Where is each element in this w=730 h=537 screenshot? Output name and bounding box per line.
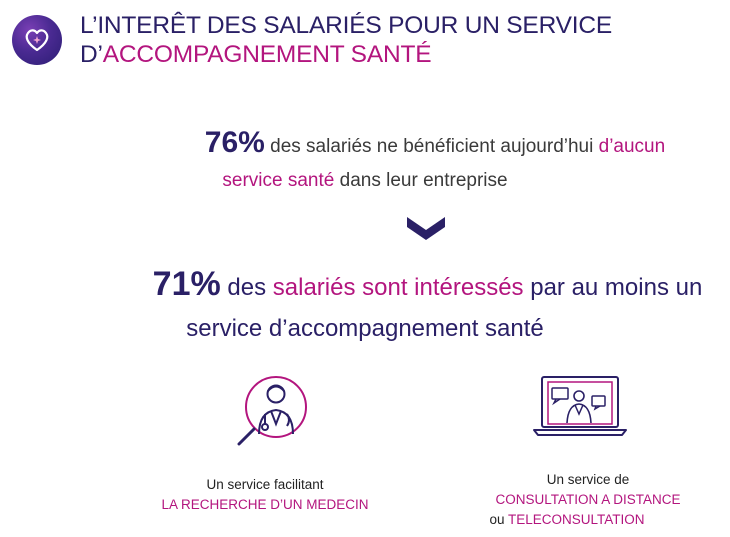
stat2-line-1: 71% des salariés sont intéressés par au … [0, 264, 730, 308]
teleconsultation-laptop-icon [533, 376, 627, 436]
stat1-line-1: 76% des salariés ne bénéficient aujourd’… [0, 126, 730, 164]
chevron-down-icon [407, 217, 445, 240]
service-2-line-3-prefix: ou [489, 512, 508, 527]
stat1-percent: 76% [204, 126, 265, 159]
stat2-percent: 71% [152, 265, 221, 303]
title-line-1: L’INTERÊT DES SALARIÉS POUR UN SERVICE [80, 12, 613, 39]
service-2-line-3-accent: TELECONSULTATION [508, 512, 645, 527]
stat1-line-2: service santé dans leur entreprise [0, 164, 730, 198]
title-prefix: D’ [80, 41, 103, 68]
stat2-accent: salariés sont intéressés [272, 274, 524, 301]
doctor-search-icon [237, 376, 307, 446]
service-1-line-2: LA RECHERCHE D’UN MEDECIN [161, 497, 369, 512]
heart-star-icon [25, 29, 49, 52]
stat2-text-b: par au moins un [523, 274, 703, 301]
service-2-line-2: CONSULTATION A DISTANCE [495, 492, 681, 507]
service-1-line-1: Un service facilitant [206, 477, 324, 492]
stat1-text-a: des salariés ne bénéficient aujourd’hui [264, 136, 599, 157]
stat2-text-a: des [220, 274, 273, 301]
service-teleconsultation-caption: Un service de CONSULTATION A DISTANCE ou… [468, 470, 708, 530]
logo [12, 15, 62, 65]
stat-no-health-service: 76% des salariés ne bénéficient aujourd’… [0, 126, 730, 198]
title-line-2: D’ACCOMPAGNEMENT SANTÉ [80, 40, 612, 69]
title-accent: ACCOMPAGNEMENT SANTÉ [102, 41, 432, 68]
service-2-line-1: Un service de [546, 472, 630, 487]
stat1-accent-b: service santé [222, 170, 335, 191]
stat-interested-employees: 71% des salariés sont intéressés par au … [0, 264, 730, 349]
stat1-text-b: dans leur entreprise [334, 170, 508, 191]
service-2-line-3: ou TELECONSULTATION [468, 510, 708, 530]
service-doctor-search-caption: Un service facilitant LA RECHERCHE D’UN … [130, 475, 400, 515]
stat2-line-2: service d’accompagnement santé [186, 315, 544, 342]
stat1-accent-a: d’aucun [598, 136, 666, 157]
page-title: L’INTERÊT DES SALARIÉS POUR UN SERVICE D… [80, 11, 612, 69]
